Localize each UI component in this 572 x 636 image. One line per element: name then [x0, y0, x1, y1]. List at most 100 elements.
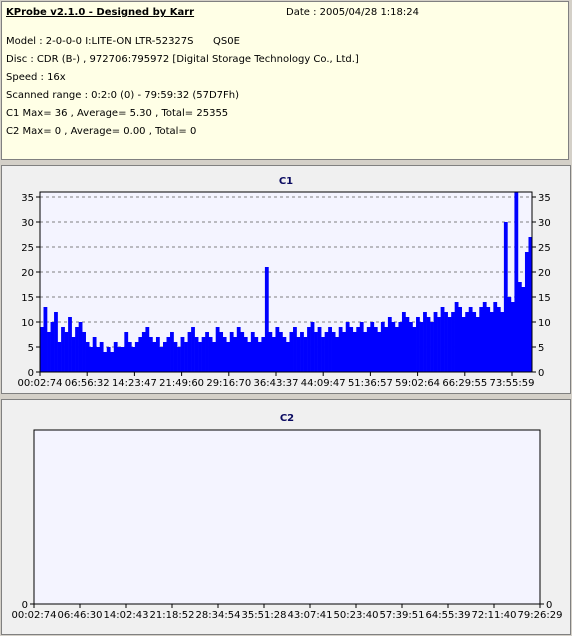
- c1-bar: [177, 347, 181, 372]
- c1-chart: C1 0 0 5 5 10 10 15 15 20 20 25 25 30 30 35 35 00:02:74 06…: [18, 176, 551, 389]
- c1-bar: [155, 337, 160, 372]
- x-tick-label: 21:49:60: [159, 378, 204, 389]
- c1-bar: [163, 342, 167, 372]
- c1-bar: [349, 327, 354, 372]
- c1-bar: [92, 337, 97, 372]
- y-tick-label-right: 10: [538, 318, 551, 329]
- c1-bar: [510, 302, 515, 372]
- plot-frame: [33, 429, 541, 605]
- c1-bar: [289, 332, 294, 372]
- c1-stats: C1 Max= 36 , Average= 5.30 , Total= 2535…: [6, 108, 229, 119]
- c1-bar: [250, 332, 255, 372]
- c1-bar: [514, 192, 519, 372]
- c1-bar: [257, 342, 262, 372]
- c1-bar: [240, 332, 245, 372]
- c1-bar: [243, 337, 248, 372]
- c1-bar: [78, 322, 83, 372]
- c1-bar: [180, 337, 185, 372]
- c1-bar: [293, 327, 297, 372]
- c1-bar: [303, 337, 308, 372]
- c1-bar: [184, 342, 188, 372]
- c1-bar: [328, 327, 332, 372]
- c1-bar: [444, 312, 448, 372]
- x-tick-label: 59:02:64: [395, 378, 440, 389]
- c1-bar: [500, 312, 505, 372]
- c1-bar: [314, 332, 318, 372]
- x-tick-label: 28:34:54: [196, 610, 241, 621]
- y-tick-label: 30: [21, 218, 34, 229]
- x-tick-label: 14:02:43: [104, 610, 149, 621]
- speed-info: Speed : 16x: [6, 72, 66, 83]
- chart-title: C1: [279, 176, 293, 187]
- y-tick-label-right: 35: [538, 193, 551, 204]
- c1-bar: [335, 337, 340, 372]
- c1-bar: [310, 322, 315, 372]
- c1-bar: [201, 337, 206, 372]
- c1-bar: [61, 327, 65, 372]
- c1-bar: [173, 342, 178, 372]
- y-tick-label: 25: [21, 243, 34, 254]
- c1-bar: [356, 327, 361, 372]
- c1-bar: [247, 342, 252, 372]
- c1-bar: [366, 327, 371, 372]
- drive-model: Model : 2-0-0-0 I:LITE-ON LTR-52327S: [6, 36, 194, 47]
- c1-bar: [152, 342, 157, 372]
- c1-bar: [170, 332, 174, 372]
- c1-bar: [110, 352, 115, 372]
- c1-bar: [145, 327, 150, 372]
- c1-bar: [54, 312, 58, 372]
- c1-bar: [496, 307, 501, 372]
- x-tick-label: 29:16:70: [206, 378, 251, 389]
- c1-bar: [124, 332, 129, 372]
- c1-bar: [465, 312, 470, 372]
- y-tick-label: 0: [28, 368, 34, 379]
- c1-bar: [472, 312, 477, 372]
- c1-bar: [363, 332, 368, 372]
- c1-bar: [233, 337, 238, 372]
- c1-bar: [370, 322, 375, 372]
- c1-bar: [40, 327, 44, 372]
- c1-bar: [440, 307, 445, 372]
- c1-bar: [307, 327, 311, 372]
- c1-bar: [447, 317, 452, 372]
- c1-bar: [454, 302, 459, 372]
- c1-bar: [461, 317, 466, 372]
- c1-chart-panel: C1 0 0 5 5 10 10 15 15 20 20 25 25 30 30 35 35 00:02:74 06…: [1, 165, 571, 394]
- c1-bar: [528, 237, 533, 372]
- disc-info: Disc : CDR (B-) , 972706:795972 [Digital…: [6, 54, 359, 65]
- c1-bar: [391, 322, 396, 372]
- c1-bar: [437, 317, 441, 372]
- x-tick-label: 57:39:51: [380, 610, 425, 621]
- c1-bar: [198, 342, 202, 372]
- c1-bar: [96, 347, 101, 372]
- c1-bar: [521, 287, 526, 372]
- y-tick-label: 0: [22, 600, 28, 611]
- c1-bar: [82, 332, 86, 372]
- c1-bar: [64, 332, 69, 372]
- c1-bar: [458, 307, 463, 372]
- app-title: KProbe v2.1.0 - Designed by Karr: [6, 7, 195, 18]
- c1-bar: [324, 332, 329, 372]
- c1-bar: [507, 297, 512, 372]
- chart-title: C2: [280, 413, 294, 424]
- c1-bar: [261, 337, 266, 372]
- c1-bar: [194, 337, 199, 372]
- c1-bar: [89, 347, 94, 372]
- c1-bar: [451, 312, 455, 372]
- c1-bar: [264, 267, 269, 372]
- scan-date: Date : 2005/04/28 1:18:24: [286, 7, 419, 18]
- c1-bar: [479, 307, 484, 372]
- c1-bar: [423, 312, 427, 372]
- x-tick-label: 51:36:57: [348, 378, 393, 389]
- c1-bar: [317, 327, 322, 372]
- plot-area: [34, 430, 540, 604]
- c1-bar: [380, 322, 385, 372]
- c1-bar: [236, 327, 241, 372]
- y-tick-label: 35: [21, 193, 34, 204]
- c1-bar: [219, 332, 224, 372]
- c1-bar: [113, 342, 118, 372]
- y-tick-label-right: 20: [538, 268, 551, 279]
- x-tick-label: 36:43:37: [254, 378, 299, 389]
- c1-bar: [345, 322, 350, 372]
- info-panel: KProbe v2.1.0 - Designed by Karr Date : …: [1, 1, 569, 160]
